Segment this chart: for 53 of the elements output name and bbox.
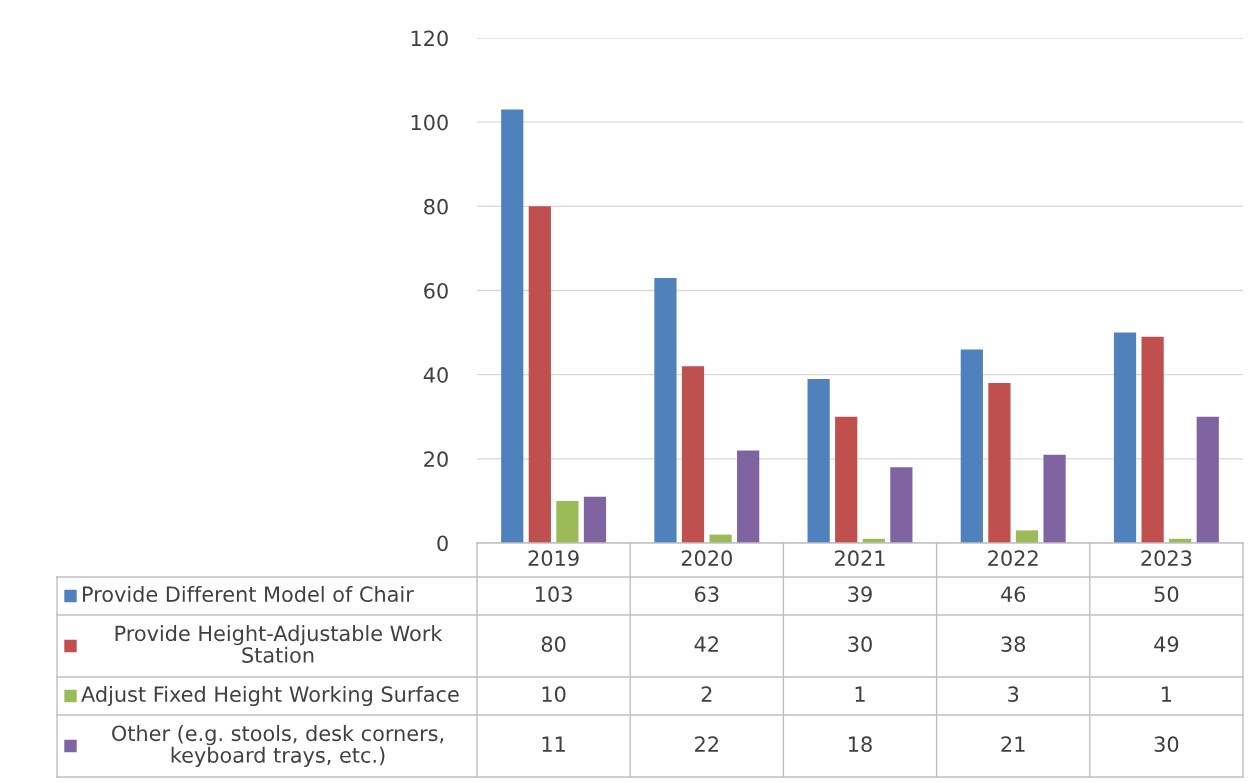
data-label: 38: [1001, 636, 1026, 653]
bar: [1113, 332, 1137, 543]
x-tick-label: 2019: [528, 550, 579, 567]
bar: [583, 496, 607, 543]
bar: [1015, 530, 1039, 543]
data-label: 103: [536, 586, 572, 603]
bar: [988, 383, 1011, 543]
data-label: 22: [695, 736, 718, 752]
data-label: 49: [1154, 636, 1179, 653]
y-tick-label: 100: [411, 114, 448, 131]
y-tick-label: 60: [424, 282, 448, 299]
legend-label: Provide Different Model of Chair: [83, 585, 414, 603]
y-tick-label: 40: [423, 367, 448, 383]
x-tick-label: 2022: [988, 550, 1038, 567]
y-tick-label: 80: [424, 198, 448, 215]
x-tick-label: 2021: [835, 550, 885, 567]
data-label: 10: [542, 686, 566, 703]
data-label: 3: [1008, 686, 1019, 703]
bar: [807, 378, 830, 543]
legend-label: Provide Height-Adjustable Work Station: [115, 625, 443, 663]
x-tick-label: 2020: [681, 550, 732, 567]
bar: [654, 277, 677, 543]
bar: [890, 467, 913, 543]
bar: [1141, 336, 1164, 543]
data-label: 50: [1154, 586, 1179, 603]
bar: [681, 366, 705, 543]
data-label: 39: [848, 586, 872, 603]
x-tick-label: 2023: [1141, 550, 1192, 567]
data-label: 11: [542, 736, 565, 752]
data-label: 2: [701, 686, 712, 702]
data-label: 30: [1154, 736, 1179, 753]
bar: [737, 450, 760, 543]
bar: [1043, 454, 1066, 543]
data-label: 21: [1001, 736, 1025, 752]
data-label: 30: [848, 636, 872, 653]
data-label: 1: [855, 686, 865, 702]
y-tick-label: 120: [411, 30, 448, 47]
legend-label: Other (e.g. stools, desk corners, keyboard trays, etc.): [112, 725, 444, 767]
data-label: 46: [1000, 586, 1026, 603]
y-tick-label: 20: [424, 451, 448, 468]
data-label: 63: [695, 586, 719, 603]
y-tick-label: 0: [437, 535, 448, 552]
bar: [1196, 416, 1219, 543]
data-label: 1: [1162, 686, 1172, 702]
bar: [556, 500, 579, 543]
bar: [835, 416, 858, 543]
bar: [528, 206, 551, 543]
data-label: 42: [694, 636, 718, 652]
bar: [501, 109, 524, 543]
bar: [960, 349, 983, 543]
legend-label: Adjust Fixed Height Working Surface: [81, 685, 459, 707]
data-label: 18: [849, 736, 872, 753]
data-label: 80: [541, 636, 566, 653]
